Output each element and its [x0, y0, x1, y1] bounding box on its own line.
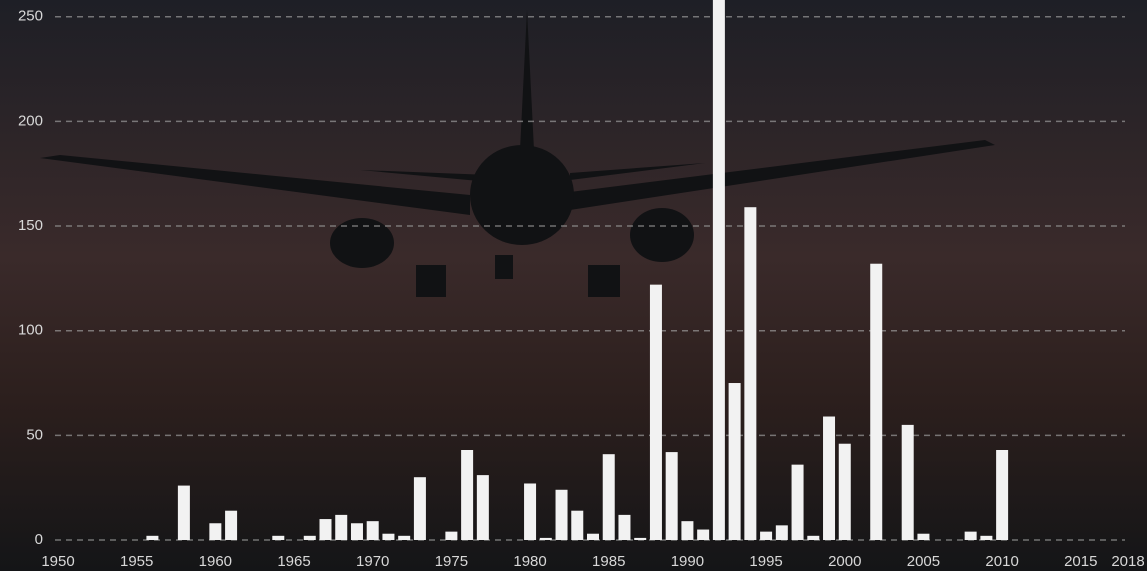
bar: [665, 452, 678, 540]
x-tick-label: 1970: [356, 553, 389, 570]
x-tick-label: 2015: [1064, 553, 1097, 570]
bar: [335, 514, 348, 540]
x-tick-label: 1965: [277, 553, 310, 570]
bar: [838, 443, 851, 540]
y-tick-label: 0: [35, 531, 43, 548]
bar: [980, 535, 993, 540]
bar: [209, 523, 222, 540]
bar: [413, 477, 426, 540]
x-tick-label: 2010: [985, 553, 1018, 570]
bar: [146, 535, 159, 540]
bar: [587, 533, 599, 540]
bar: [350, 523, 363, 540]
bar: [634, 537, 647, 540]
bar: [744, 207, 757, 541]
bar: [366, 521, 379, 540]
bar: [901, 424, 914, 540]
x-tick-label: 1990: [671, 553, 704, 570]
bar: [555, 489, 568, 540]
x-tick-label: 1975: [435, 553, 468, 570]
plane-silhouette: [40, 10, 995, 297]
bar: [791, 464, 804, 540]
bar: [807, 535, 820, 540]
bar: [618, 514, 631, 540]
y-tick-label: 50: [26, 426, 43, 443]
bar: [649, 284, 662, 540]
bar: [177, 485, 190, 540]
bar: [697, 529, 710, 540]
bar: [728, 383, 741, 540]
bar: [382, 533, 395, 540]
bar: [917, 533, 930, 540]
bar: [681, 521, 694, 540]
bar: [476, 475, 489, 540]
bar: [712, 0, 725, 540]
bar: [964, 531, 977, 540]
bar: [225, 510, 238, 540]
y-tick-label: 150: [18, 217, 43, 234]
x-tick-label: 2005: [907, 553, 940, 570]
bar: [445, 531, 458, 540]
bar: [571, 510, 584, 540]
bar: [524, 483, 537, 540]
y-tick-label: 250: [18, 8, 43, 25]
x-tick-label: 1960: [199, 553, 232, 570]
bar: [461, 450, 474, 540]
bar: [539, 537, 552, 540]
bar: [760, 531, 773, 540]
x-tick-label: 2018: [1111, 553, 1144, 570]
x-tick-label: 2000: [828, 553, 861, 570]
x-tick-label: 1995: [749, 553, 782, 570]
x-tick-label: 1955: [120, 553, 153, 570]
bar: [823, 416, 836, 540]
y-tick-label: 200: [18, 112, 43, 129]
x-tick-label: 1950: [41, 553, 74, 570]
bar: [303, 535, 316, 540]
bar: [602, 454, 615, 540]
bar: [272, 535, 285, 540]
bar: [775, 525, 788, 540]
bar: [319, 519, 332, 540]
x-tick-label: 1980: [513, 553, 546, 570]
y-tick-label: 100: [18, 322, 43, 339]
bar: [398, 535, 411, 540]
bar: [996, 450, 1009, 540]
bar: [870, 263, 883, 540]
x-tick-label: 1985: [592, 553, 625, 570]
